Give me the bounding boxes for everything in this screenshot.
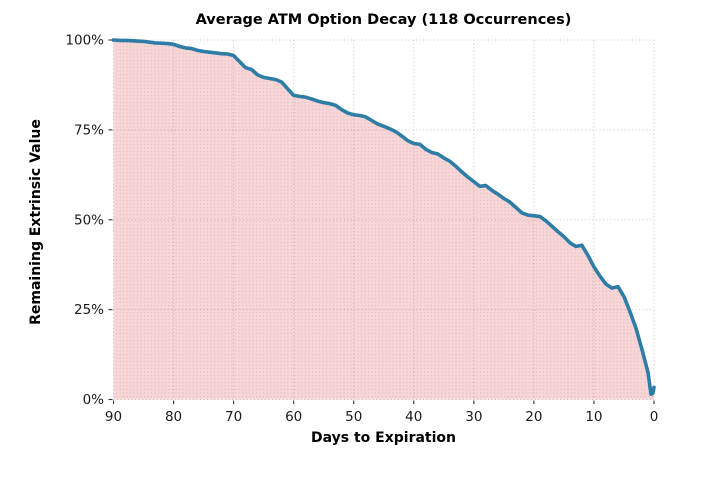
decay-line bbox=[111, 38, 656, 396]
x-axis-label: Days to Expiration bbox=[311, 430, 456, 446]
x-tick-label: 50 bbox=[345, 409, 362, 425]
x-tick-label: 80 bbox=[165, 409, 182, 425]
y-tick-label: 50% bbox=[74, 212, 104, 228]
x-tick-label: 40 bbox=[405, 409, 422, 425]
y-tick-label: 25% bbox=[74, 302, 104, 318]
y-tick-label: 100% bbox=[65, 33, 104, 49]
x-tick-label: 10 bbox=[585, 409, 602, 425]
x-tick-label: 20 bbox=[525, 409, 542, 425]
x-tick-label: 60 bbox=[285, 409, 302, 425]
y-tick-label: 0% bbox=[83, 392, 105, 408]
x-tick-label: 70 bbox=[225, 409, 242, 425]
y-axis-label: Remaining Extrinsic Value bbox=[28, 119, 44, 325]
chart-title: Average ATM Option Decay (118 Occurrence… bbox=[195, 12, 572, 28]
x-tick-label: 90 bbox=[105, 409, 122, 425]
decay-area-texture bbox=[113, 40, 654, 400]
x-tick-label: 0 bbox=[650, 409, 659, 425]
x-tick-label: 30 bbox=[465, 409, 482, 425]
y-tick-label: 75% bbox=[74, 122, 104, 138]
